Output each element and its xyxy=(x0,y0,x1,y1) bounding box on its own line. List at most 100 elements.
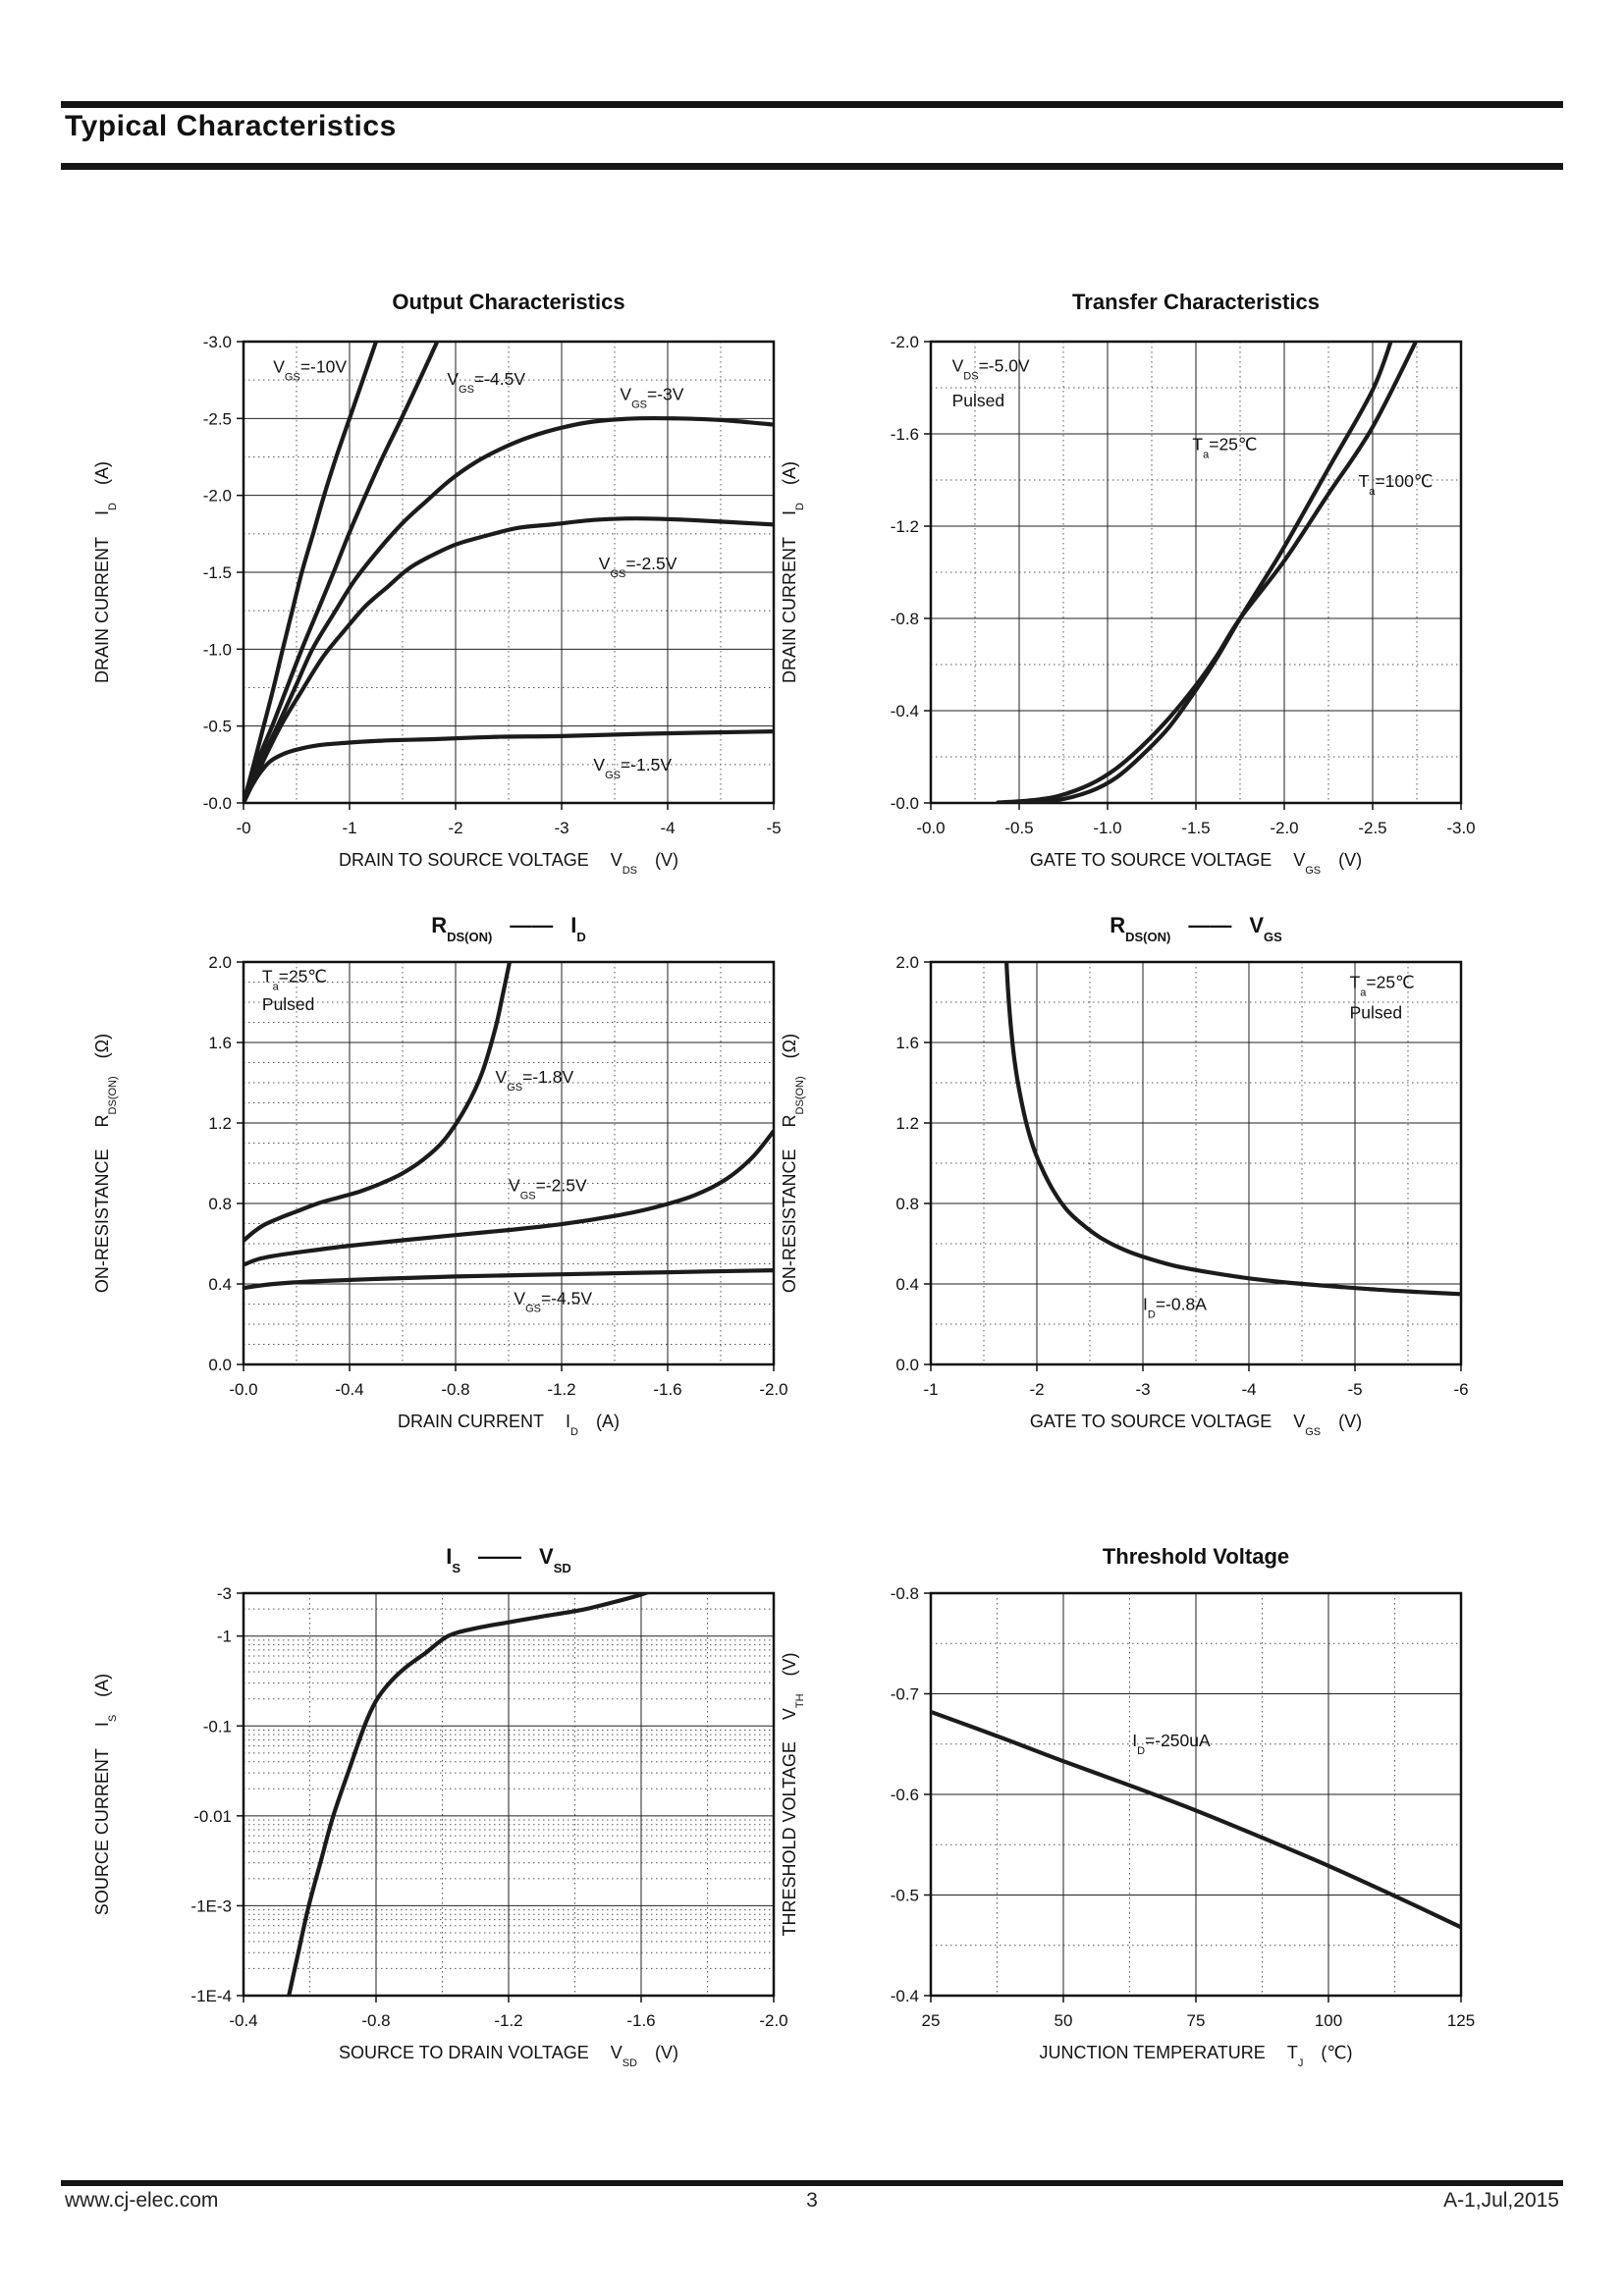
rdson-vgs-2p5v-curve xyxy=(244,1129,774,1267)
y-tick-label: -2.0 xyxy=(203,487,232,506)
x-tick-label: -2.0 xyxy=(759,2011,787,2030)
y-tick-label: 1.2 xyxy=(208,1114,232,1133)
threshold-voltage-svg: Threshold Voltage 25 50 75 100 125 -0.4 -0.5 -0.… xyxy=(780,1544,1475,2069)
y-tick-label: -0.5 xyxy=(891,1887,919,1905)
y-tick-label: -0.0 xyxy=(891,794,919,813)
y-tick-label: 0.8 xyxy=(895,1195,919,1213)
output-characteristics-x-axis-label: DRAIN TO SOURCE VOLTAGE VDS(V) xyxy=(339,850,678,877)
y-tick-label: -0.7 xyxy=(891,1685,919,1704)
y-tick-label: -1E-4 xyxy=(190,1987,232,2005)
y-tick-label: -3.0 xyxy=(203,333,232,351)
y-tick-label: -2.5 xyxy=(203,409,232,428)
y-tick-label: -0.01 xyxy=(193,1807,232,1826)
y-tick-label: 1.2 xyxy=(895,1114,919,1133)
x-tick-label: -1.0 xyxy=(1093,819,1121,837)
x-tick-label: 50 xyxy=(1055,2011,1073,2030)
series-group xyxy=(244,342,774,803)
major-gridlines xyxy=(244,962,774,1364)
rdson-vs-id-x-axis-label: DRAIN CURRENT ID(A) xyxy=(398,1412,620,1438)
curve-label: VGS=-1.8V xyxy=(496,1067,574,1094)
x-tick-label: -5 xyxy=(766,819,781,837)
ticks: 25 50 75 100 125 -0.4 -0.5 -0.6 -0.7 -0.8 xyxy=(891,1584,1475,2030)
y-tick-label: -0.0 xyxy=(203,794,232,813)
y-tick-label: 1.6 xyxy=(208,1034,232,1052)
curve-label: VGS=-2.5V xyxy=(599,554,677,580)
series-group xyxy=(996,342,1419,803)
minor-gridlines xyxy=(244,962,774,1364)
y-tick-label: -0.6 xyxy=(891,1786,919,1804)
series-group xyxy=(287,1593,650,1996)
y-tick-label: -1.0 xyxy=(203,640,232,659)
major-gridlines xyxy=(931,342,1461,803)
y-tick-label: -0.1 xyxy=(203,1717,232,1735)
rdson-vgs-1p8v-curve xyxy=(244,962,513,1244)
curve-label: VGS=-4.5V xyxy=(447,369,525,396)
rdson-vgs-4p5v-curve xyxy=(244,1268,774,1291)
vgs-2p5v-curve xyxy=(244,516,774,803)
curve-label: Pulsed xyxy=(262,994,315,1014)
threshold-voltage-chart: Threshold Voltage 25 50 75 100 125 -0.4 -0.5 -0.… xyxy=(754,1520,1500,2094)
x-tick-label: -3.0 xyxy=(1446,819,1475,837)
x-tick-label: -1.2 xyxy=(494,2011,522,2030)
y-tick-label: -0.8 xyxy=(891,610,919,628)
x-tick-label: 125 xyxy=(1447,2011,1475,2030)
x-tick-label: -0.8 xyxy=(441,1380,469,1399)
transfer-characteristics-chart: Transfer Characteristics -0.0 -0.5 -1.0 -1.5… xyxy=(754,265,1500,898)
ticks: -0 -1 -2 -3 -4 -5 -0.0 -0.5 -1.0 -1.5 -2.0 -2.5 -3.0 xyxy=(203,333,782,837)
curve-label: ID=-250uA xyxy=(1132,1731,1211,1757)
ticks: -0.0 -0.5 -1.0 -1.5 -2.0 -2.5 -3.0 -0.0 -0.4 -0.8… xyxy=(891,333,1476,837)
x-tick-label: -2.5 xyxy=(1358,819,1386,837)
footer-page-number: 3 xyxy=(806,2189,818,2212)
is-vs-vsd-svg: IS —— VSD -0.4 -0.8 -1.2 -1.6 -2.0 -3 -1 -0.1 -0.01… xyxy=(92,1544,788,2069)
x-tick-label: 100 xyxy=(1315,2011,1342,2030)
x-tick-label: -5 xyxy=(1347,1380,1362,1399)
y-tick-label: 1.6 xyxy=(895,1034,919,1052)
footer-rule xyxy=(61,2180,1563,2186)
y-tick-label: -2.0 xyxy=(891,333,919,351)
vgs-1p5v-curve xyxy=(244,729,774,803)
rdson-vs-id-svg: RDS(ON) —— ID -0.0 -0.4 -0.8 -1.2 -1.6 -2.0 0.0 0.… xyxy=(92,913,788,1438)
output-characteristics-svg: Output Characteristics-0 -1 -2 -3 -4 -5-0.0-0… xyxy=(92,290,782,877)
x-tick-label: 75 xyxy=(1187,2011,1206,2030)
ticks: -1 -2 -3 -4 -5 -6 0.0 0.4 0.8 1.2 1.6 2.0 xyxy=(895,953,1468,1399)
vgs-3v-curve xyxy=(244,415,774,803)
curve-label: Ta=25℃ xyxy=(1192,434,1257,460)
x-tick-label: -4 xyxy=(660,819,675,837)
output-characteristics-y-axis-label: DRAIN CURRENTID(A) xyxy=(92,461,119,683)
x-tick-label: -0.8 xyxy=(361,2011,390,2030)
y-tick-label: -1.2 xyxy=(891,517,919,536)
plot-frame xyxy=(929,960,1463,1366)
rdson-vs-vgs-x-axis-label: GATE TO SOURCE VOLTAGE VGS(V) xyxy=(1030,1412,1362,1438)
y-tick-label: -0.8 xyxy=(891,1584,919,1603)
rdson-vs-vgs-chart: RDS(ON) —— VGS -1 -2 -3 -4 -5 -6 0.0 0.4 0.8 1.2 1.6 2… xyxy=(754,888,1500,1463)
curve-label: Ta=100℃ xyxy=(1359,471,1434,498)
y-tick-label: 0.4 xyxy=(208,1275,232,1294)
curve-label: Ta=25℃ xyxy=(262,967,327,993)
y-tick-label: -3 xyxy=(217,1584,232,1603)
curve-label: VGS=-4.5V xyxy=(514,1289,592,1315)
major-gridlines xyxy=(931,1593,1461,1996)
footer-revision: A-1,Jul,2015 xyxy=(1443,2189,1559,2212)
series-group xyxy=(244,962,774,1291)
x-tick-label: -0.5 xyxy=(1004,819,1033,837)
curve-label: VGS=-1.5V xyxy=(593,755,672,781)
is-vs-vsd-chart: IS —— VSD -0.4 -0.8 -1.2 -1.6 -2.0 -3 -1 -0.1 -0.01… xyxy=(57,1520,803,2094)
x-tick-label: -1.5 xyxy=(1181,819,1210,837)
curve-label: VGS=-2.5V xyxy=(509,1176,587,1202)
transfer-characteristics-y-axis-label: DRAIN CURRENTID(A) xyxy=(780,461,806,683)
transfer-characteristics-x-axis-label: GATE TO SOURCE VOLTAGE VGS(V) xyxy=(1030,850,1362,877)
x-tick-label: -2.0 xyxy=(759,1380,787,1399)
y-tick-label: 2.0 xyxy=(895,953,919,972)
x-tick-label: 25 xyxy=(922,2011,941,2030)
x-tick-label: -1 xyxy=(923,1380,938,1399)
y-tick-label: 0.0 xyxy=(895,1356,919,1374)
is-vs-vsd-y-axis-label: SOURCE CURRENTIS(A) xyxy=(92,1674,119,1915)
rdson-vs-id-chart: RDS(ON) —— ID -0.0 -0.4 -0.8 -1.2 -1.6 -2.0 0.0 0.… xyxy=(57,888,803,1463)
footer-site: www.cj-elec.com xyxy=(65,2189,219,2212)
curve-label: Ta=25℃ xyxy=(1350,973,1415,999)
vth-curve-curve xyxy=(931,1709,1461,1930)
major-gridlines xyxy=(244,1593,774,1996)
y-tick-label: -0.5 xyxy=(203,718,232,736)
ticks: -0.0 -0.4 -0.8 -1.2 -1.6 -2.0 0.0 0.4 0.8 1.2 1.6 2… xyxy=(208,953,787,1399)
rdson-vs-id-title: RDS(ON) —— ID xyxy=(431,913,586,944)
